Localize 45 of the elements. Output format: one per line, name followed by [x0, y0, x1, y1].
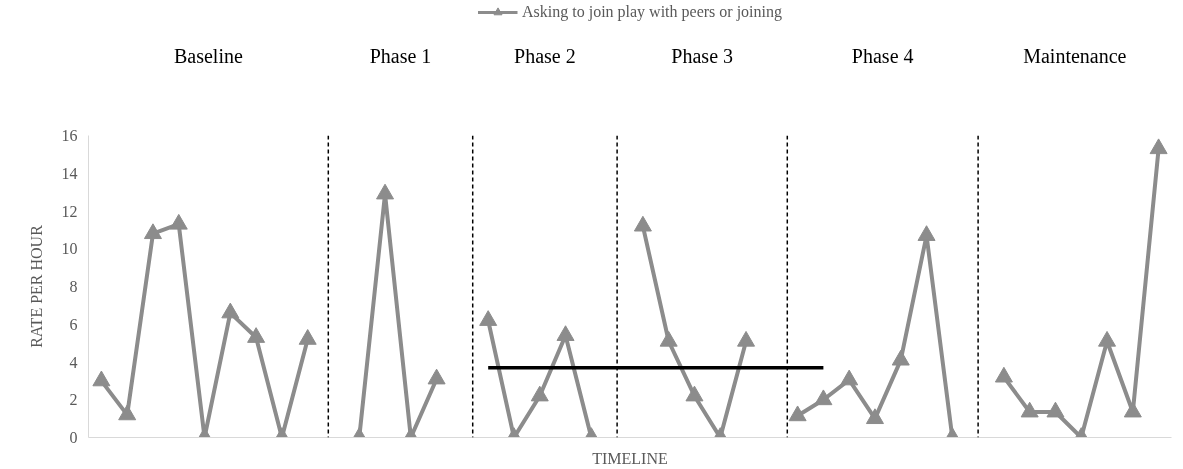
- point: [865, 408, 884, 425]
- text: Phase 1: [369, 44, 432, 67]
- y-tick-label: 8: [69, 278, 78, 295]
- point: [994, 366, 1013, 383]
- point: [1098, 330, 1117, 347]
- text: Baseline: [173, 44, 243, 67]
- point: [247, 327, 266, 343]
- point: [891, 349, 910, 366]
- point: [169, 213, 188, 230]
- legend-label: Asking to join play with peers or joining: [522, 3, 782, 21]
- y-tick-label: 6: [69, 315, 78, 333]
- point: [633, 215, 652, 232]
- point: [376, 183, 395, 200]
- point: [143, 223, 162, 240]
- x-axis-title: TIMELINE: [592, 449, 668, 467]
- point: [788, 405, 807, 422]
- y-tick-label: 2: [69, 391, 78, 409]
- point: [92, 370, 111, 387]
- point: [479, 310, 498, 326]
- y-axis-title: RATE PER HOUR: [27, 224, 45, 348]
- text: Phase 2: [514, 44, 576, 67]
- point: [298, 329, 317, 345]
- y-tick-label: 10: [61, 240, 78, 258]
- text: Maintenance: [1023, 44, 1127, 67]
- point: [1020, 401, 1039, 418]
- y-tick-label: 12: [61, 202, 78, 220]
- point: [118, 404, 137, 421]
- y-tick-label: 4: [69, 353, 78, 371]
- point: [917, 225, 936, 241]
- point: [737, 330, 756, 347]
- point: [530, 385, 549, 402]
- point: [1149, 138, 1168, 155]
- point: [221, 302, 240, 319]
- point: [840, 369, 859, 386]
- y-tick-label: 14: [61, 164, 78, 182]
- point: [814, 389, 833, 406]
- y-tick-label: 16: [61, 127, 78, 144]
- point: [427, 368, 446, 385]
- y-tick-label: 0: [69, 429, 78, 446]
- text: Phase 3: [671, 44, 734, 67]
- point: [685, 385, 704, 402]
- text: Phase 4: [851, 44, 914, 67]
- point: [1046, 401, 1065, 418]
- point: [556, 325, 575, 341]
- point: [659, 330, 678, 347]
